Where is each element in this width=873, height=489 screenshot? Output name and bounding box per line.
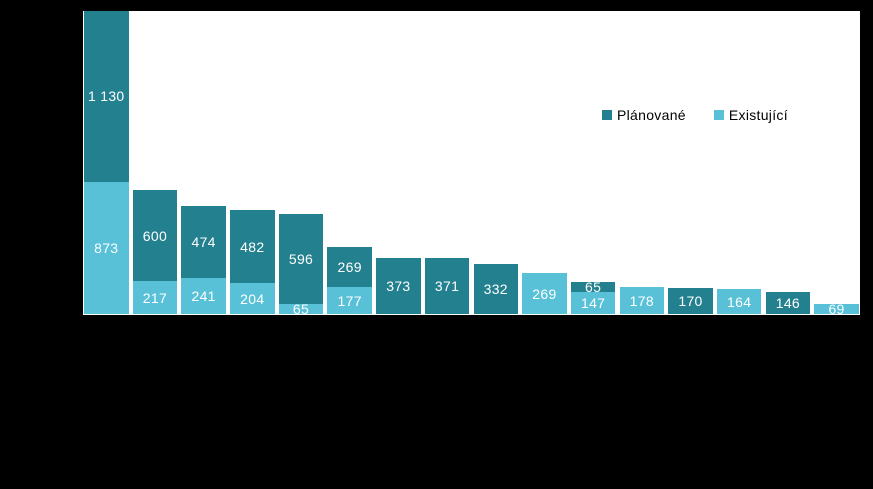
bar-group: 474 241 — [181, 205, 226, 314]
bar-group: 371 — [424, 257, 470, 314]
bar-value-label: 600 — [142, 227, 168, 244]
bar-segment-planned: 600 — [132, 190, 178, 282]
bar-group: 332 — [473, 263, 518, 314]
legend-item-planned: Plánované — [602, 107, 686, 123]
bar-value-label: 482 — [240, 238, 265, 255]
bar-segment-existing: 147 — [570, 291, 616, 314]
bar-value-label: 596 — [288, 251, 314, 268]
bar-segment-existing: 873 — [84, 181, 129, 314]
legend-label-existing: Existující — [728, 107, 788, 123]
bar-group: 269 — [522, 273, 567, 314]
bar-segment-planned: 596 — [278, 214, 324, 305]
bar-value-label: 69 — [828, 300, 845, 317]
bar-value-label: 217 — [142, 289, 168, 306]
legend: Plánované Existující — [602, 107, 788, 123]
legend-item-existing: Existující — [713, 107, 788, 123]
bar-value-label: 241 — [191, 287, 216, 304]
bar-value-label: 474 — [191, 233, 216, 250]
bar-group: 164 — [716, 289, 762, 314]
bar-value-label: 65 — [585, 278, 602, 295]
bar-segment-existing: 178 — [619, 287, 665, 314]
bar-value-label: 373 — [386, 277, 411, 294]
bar-value-label: 146 — [775, 294, 800, 311]
bar-segment-planned: 269 — [327, 246, 372, 288]
bar-group: 600 217 — [132, 190, 178, 314]
bars: 1 130 873 600 217 474 241 482 204 596 65 269 177 373… — [83, 11, 860, 318]
bar-value-label: 177 — [337, 292, 362, 309]
bar-group: 596 65 — [278, 214, 324, 318]
plot-area: 1 130 873 600 217 474 241 482 204 596 65 269 177 373… — [83, 11, 860, 318]
bar-value-label: 371 — [434, 277, 460, 294]
bar-value-label: 164 — [727, 293, 752, 310]
bar-group: 178 — [619, 287, 665, 314]
bar-segment-planned: 170 — [668, 288, 713, 314]
bar-group: 1 130 873 — [84, 11, 129, 314]
legend-swatch-existing-icon — [713, 110, 724, 120]
bar-segment-planned: 1 130 — [84, 11, 129, 182]
bar-segment-existing: 164 — [716, 289, 762, 314]
bar-value-label: 170 — [678, 293, 703, 310]
bar-group: 69 — [814, 300, 859, 317]
bar-group: 170 — [668, 288, 713, 314]
bar-value-label: 65 — [292, 301, 310, 318]
bar-value-label: 178 — [629, 292, 654, 309]
bar-group: 482 204 — [230, 210, 275, 314]
bar-value-label: 147 — [580, 294, 606, 311]
bar-segment-planned: 474 — [181, 205, 226, 278]
bar-group: 373 — [376, 257, 421, 314]
bar-segment-existing: 204 — [230, 283, 275, 314]
bar-segment-planned: 146 — [765, 291, 811, 314]
bar-value-label: 873 — [94, 239, 119, 256]
bar-segment-existing: 69 — [814, 300, 859, 317]
bar-segment-existing: 65 — [278, 301, 324, 318]
legend-label-planned: Plánované — [617, 107, 686, 123]
bar-segment-existing: 177 — [327, 287, 372, 314]
bar-value-label: 269 — [532, 285, 557, 302]
bar-segment-planned: 482 — [230, 210, 275, 284]
bar-group: 269 177 — [327, 246, 372, 314]
bar-segment-existing: 217 — [132, 281, 178, 314]
bar-value-label: 332 — [483, 280, 508, 297]
bar-segment-planned: 65 — [570, 278, 616, 295]
bar-segment-planned: 332 — [473, 263, 518, 314]
bar-value-label: 204 — [240, 290, 265, 307]
bar-segment-planned: 373 — [376, 257, 421, 314]
bar-segment-existing: 241 — [181, 277, 226, 314]
bar-group: 65 147 — [570, 278, 616, 314]
bar-group: 146 — [765, 291, 811, 314]
bar-segment-existing: 269 — [522, 273, 567, 314]
bar-value-label: 269 — [337, 258, 362, 275]
bar-value-label: 1 130 — [87, 88, 125, 105]
bar-segment-planned: 371 — [424, 257, 470, 314]
legend-swatch-planned-icon — [602, 110, 612, 120]
